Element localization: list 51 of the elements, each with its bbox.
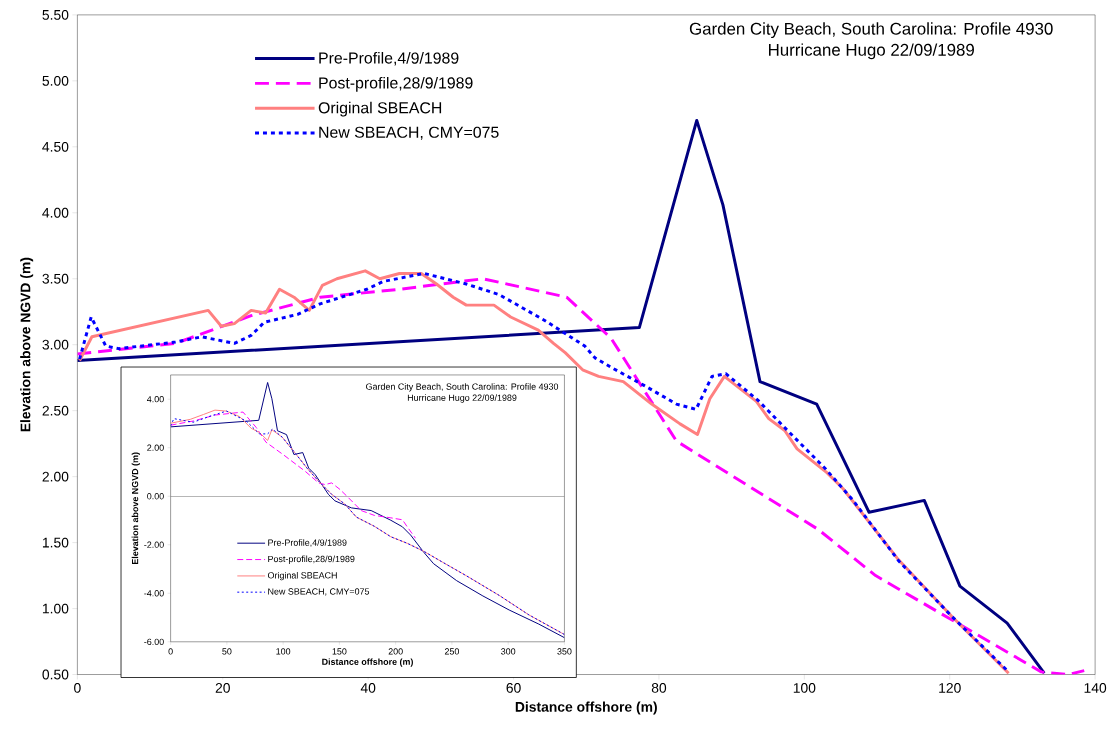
- y-tick-label: 4.00: [42, 207, 69, 218]
- x-tick-label: 150: [332, 648, 347, 655]
- legend-label: Pre-Profile,4/9/1989: [319, 52, 459, 66]
- y-tick-label: 3.50: [42, 273, 69, 284]
- x-tick-label: 100: [793, 682, 816, 693]
- chart-title: Garden City Beach, South Carolina: Profile 4930: [689, 22, 1053, 39]
- x-tick-label: 60: [506, 682, 521, 693]
- y-tick-label: 0.00: [147, 493, 164, 500]
- x-axis-title: Distance offshore (m): [322, 658, 413, 667]
- y-tick-label: -2.00: [144, 541, 164, 548]
- y-tick-label: 2.00: [147, 444, 164, 451]
- x-tick-label: 20: [215, 682, 230, 693]
- y-tick-label: 1.50: [42, 537, 69, 548]
- y-tick-label: 4.50: [42, 141, 69, 152]
- text: Garden City Beach, South Carolina: Profile 4930: [366, 383, 559, 392]
- y-tick-label: 3.00: [42, 339, 69, 350]
- x-tick-label: 40: [360, 682, 376, 693]
- x-tick-label: 300: [501, 648, 516, 655]
- y-tick-label: 2.00: [42, 471, 69, 482]
- x-tick-label: 0: [168, 648, 173, 655]
- y-tick-label: -4.00: [144, 590, 164, 597]
- y-tick-label: 0.50: [42, 669, 69, 680]
- y-tick-label: 4.00: [146, 396, 164, 403]
- y-tick-label: -6.00: [144, 638, 164, 645]
- legend-label: Post-profile,28/9/1989: [319, 76, 473, 92]
- x-tick-label: 80: [651, 682, 667, 693]
- x-tick-label: 0: [74, 682, 81, 693]
- text: Hurricane Hugo 22/09/1989: [407, 394, 517, 403]
- x-tick-label: 200: [388, 648, 403, 655]
- legend-label: New SBEACH, CMY=075: [268, 588, 370, 596]
- legend-label: Original SBEACH: [267, 571, 337, 581]
- x-tick-label: 50: [222, 648, 232, 655]
- x-tick-label: 250: [444, 648, 460, 655]
- text: Hurricane Hugo 22/09/1989: [769, 43, 974, 60]
- y-tick-label: 1.00: [42, 603, 69, 614]
- line-series: [77, 118, 1046, 675]
- legend-label: Pre-Profile,4/9/1989: [268, 539, 347, 547]
- y-tick-label: 5.50: [42, 9, 69, 20]
- x-tick-label: 100: [276, 648, 291, 655]
- x-tick-label: 350: [557, 648, 572, 655]
- y-axis-title: Elevation above NGVD (m): [20, 257, 34, 432]
- legend-label: Post-profile,28/9/1989: [268, 555, 355, 564]
- legend-label: Original SBEACH: [318, 101, 442, 117]
- y-tick-label: 2.50: [42, 405, 69, 416]
- y-tick-label: 5.00: [42, 75, 69, 86]
- x-axis-title: Distance offshore (m): [515, 701, 657, 715]
- line-series: [170, 411, 416, 539]
- y-axis-title: Elevation above NGVD (m): [131, 452, 140, 565]
- x-tick-label: 120: [939, 682, 961, 693]
- legend-label: New SBEACH, CMY=075: [319, 126, 499, 140]
- x-tick-label: 140: [1084, 682, 1107, 693]
